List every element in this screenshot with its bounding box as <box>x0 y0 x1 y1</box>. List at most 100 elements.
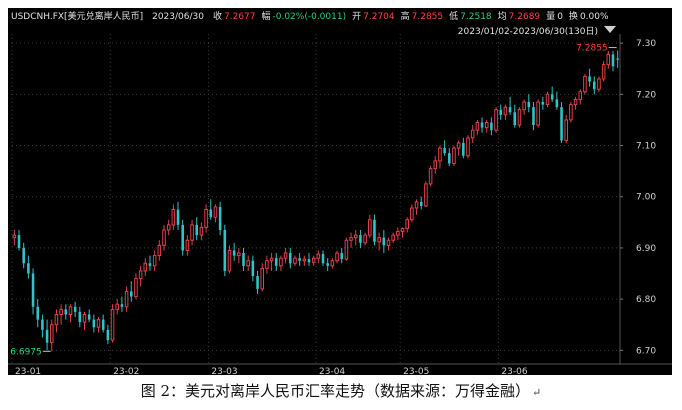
min-annotation: 6.6975 <box>10 347 42 357</box>
x-tick-label: 23-03 <box>211 367 237 375</box>
candle-body-down <box>419 201 423 206</box>
candle-body-down <box>45 329 49 343</box>
candle-body-up <box>349 237 353 241</box>
candle-body-up <box>353 234 358 239</box>
candle-body-down <box>64 309 68 315</box>
candle-body-down <box>87 314 91 320</box>
candle-body-down <box>209 209 213 218</box>
candle-body-down <box>326 263 329 266</box>
candle-body-down <box>611 54 615 67</box>
candle-body-up <box>438 147 442 162</box>
close-label: 收 <box>213 10 222 22</box>
candle-body-up <box>424 183 428 207</box>
candle-body-up <box>283 252 288 259</box>
candle-body-down <box>462 142 465 156</box>
low-label: 低 <box>449 10 458 22</box>
candle-body-down <box>232 250 236 256</box>
candle-body-up <box>199 226 204 236</box>
candle-body-up <box>494 109 498 131</box>
candle-body-down <box>78 311 82 323</box>
candle-body-up <box>110 308 115 341</box>
max-annotation: 7.2855 <box>576 44 608 54</box>
candle-body-up <box>377 237 381 243</box>
candle-body-down <box>31 273 35 307</box>
candle-body-down <box>359 235 362 243</box>
turnover-value: 0.00% <box>580 12 609 22</box>
candle-body-up <box>330 260 335 267</box>
high-value: 7.2855 <box>412 12 444 22</box>
candle-body-up <box>138 270 143 280</box>
x-tick-label: 23-04 <box>319 367 345 375</box>
candle-body-up <box>391 234 395 241</box>
candle-body-up <box>597 78 601 90</box>
high-label: 高 <box>401 10 410 22</box>
candle-body-up <box>583 75 587 93</box>
candle-body-up <box>269 257 274 262</box>
figure-caption: 图 2：美元对离岸人民币汇率走势（数据来源：万得金融） ↵ <box>0 380 682 401</box>
triangle-down-icon[interactable] <box>604 26 616 33</box>
candle-body-down <box>499 109 503 115</box>
candle-body-up <box>124 290 129 308</box>
candle-body-down <box>242 253 245 266</box>
candle-body-up <box>213 206 218 218</box>
candle-body-down <box>448 153 451 164</box>
candle-body-up <box>452 147 456 164</box>
candle-body-up <box>414 201 419 209</box>
candle-body-down <box>73 306 77 312</box>
candle-body-down <box>27 263 30 274</box>
candle-body-up <box>456 142 461 149</box>
chart-panel: USDCNH.FX[美元兑离岸人民币] 2023/06/30 收 7.2677 幅 -0.… <box>8 8 672 375</box>
candle-body-down <box>555 99 559 108</box>
candle-body-down <box>307 259 311 263</box>
candle-body-up <box>503 106 508 116</box>
header-info: USDCNH.FX[美元兑离岸人民币] 2023/06/30 收 7.2677 幅 -0.… <box>11 10 609 22</box>
open-value: 7.2704 <box>363 12 395 22</box>
grid-layer <box>8 34 672 365</box>
candle-body-down <box>195 224 199 236</box>
candle-body-down <box>373 219 376 242</box>
candle-body-down <box>17 235 21 248</box>
candle-body-up <box>536 101 540 126</box>
candle-body-down <box>513 112 517 126</box>
close-value: 7.2677 <box>224 12 256 22</box>
candle-body-up <box>115 303 120 310</box>
candle-body-up <box>564 119 569 141</box>
x-tick-label: 23-02 <box>113 367 139 375</box>
candle-body-down <box>176 209 180 225</box>
candle-body-down <box>340 253 344 260</box>
candle-body-down <box>101 319 105 330</box>
label-layer: 7.30 7.20 7.10 7.00 6.90 6.80 6.70 23-01 23-02 23… <box>10 39 656 375</box>
candle-body-up <box>265 260 269 269</box>
low-value: 7.2518 <box>460 12 492 22</box>
volume-label: 量 <box>546 11 555 22</box>
change-value: -0.02%(-0.0011) <box>273 12 347 22</box>
candle-body-up <box>335 252 339 262</box>
candle-body-down <box>274 258 278 266</box>
candle-body-up <box>344 239 349 260</box>
y-tick-label: 7.10 <box>636 142 656 152</box>
candle-body-down <box>36 306 40 320</box>
y-tick-label: 7.20 <box>636 90 656 100</box>
candle-body-down <box>560 107 563 141</box>
candle-body-down <box>120 304 124 307</box>
candle-body-up <box>484 121 489 129</box>
candle-body-up <box>428 168 433 185</box>
volume-value: 0 <box>557 12 563 22</box>
candle-body-up <box>601 64 606 80</box>
candle-body-up <box>405 219 409 229</box>
candle-body-up <box>157 244 162 257</box>
candle-body-down <box>92 319 96 328</box>
candle-body-up <box>166 224 171 231</box>
candle-body-down <box>532 107 535 126</box>
x-tick-label: 23-01 <box>15 367 41 375</box>
candle-body-down <box>41 319 44 330</box>
candle-body-up <box>82 313 87 323</box>
candle-body-down <box>321 254 325 264</box>
candle-body-up <box>237 252 241 257</box>
candle-body-down <box>541 102 545 105</box>
candle-body-down <box>223 230 227 271</box>
candle-body-up <box>396 231 400 236</box>
candle-body-down <box>490 122 493 131</box>
candle-body-down <box>616 58 619 60</box>
candle-body-up <box>96 319 101 328</box>
